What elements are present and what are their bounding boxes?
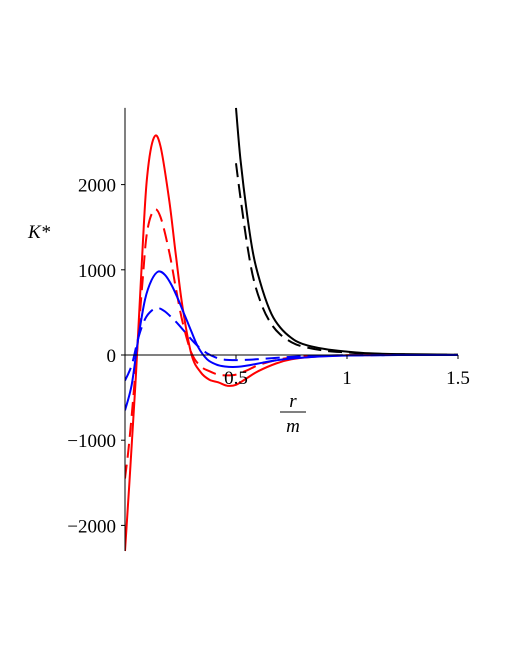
y-tick-label: 1000 [78, 261, 116, 282]
x-axis-label-numerator: r [289, 391, 297, 412]
x-axis-label-denominator: m [286, 416, 300, 437]
x-tick-label: 1 [342, 368, 352, 389]
series-line-1 [235, 107, 459, 356]
y-tick-label: −2000 [67, 516, 116, 537]
series-line-5 [125, 270, 458, 411]
y-tick-label: −1000 [67, 431, 116, 452]
y-tick-label: 2000 [78, 176, 116, 197]
axes-layer: 0.5 1 1.5 −2000 −1000 0 1000 2000 [67, 107, 470, 551]
y-tick-label: 0 [107, 346, 117, 367]
x-tick-label: 1.5 [446, 368, 470, 389]
y-axis-label: K* [27, 222, 51, 243]
series-layer [125, 107, 459, 552]
x-tick-label: 0.5 [224, 368, 248, 389]
series-line-6 [125, 307, 458, 382]
series-line-2 [235, 163, 459, 356]
